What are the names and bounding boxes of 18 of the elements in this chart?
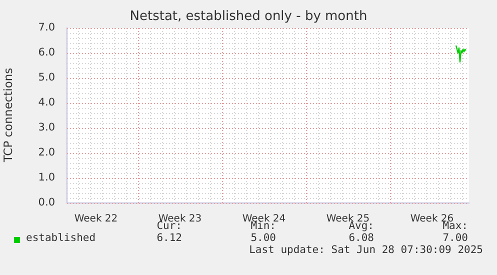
text: 5.00 [250, 232, 276, 244]
y-tick-label: 0.0 [38, 196, 55, 209]
y-tick-label: 6.0 [38, 46, 55, 59]
y-tick-label: 4.0 [38, 96, 55, 109]
y-tick-label: 5.0 [38, 72, 55, 84]
text: 6.08 [348, 232, 374, 244]
y-tick-label: 3.0 [38, 122, 55, 134]
x-tick-label: Week 22 [74, 214, 118, 225]
y-axis-title: TCP connections [1, 66, 15, 164]
y-tick-label: 2.0 [38, 146, 55, 159]
y-tick-label: 1.0 [38, 172, 55, 184]
y-tick-label: 7.0 [38, 22, 55, 34]
text: 7.00 [442, 232, 468, 244]
text: Min: [250, 220, 276, 232]
legend-label: established [26, 232, 96, 244]
text: 6.12 [156, 232, 182, 244]
chart-title: Netstat, established only - by month [130, 9, 368, 24]
text: Last update: Sat Jun 28 07:30:09 2025 [249, 244, 483, 256]
